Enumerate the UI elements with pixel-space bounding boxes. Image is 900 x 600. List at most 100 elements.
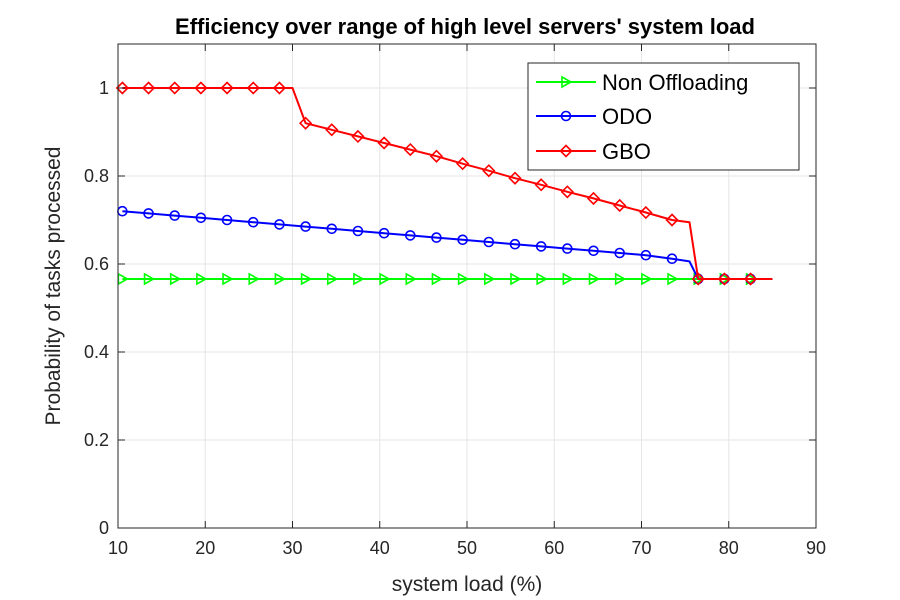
x-tick-label: 30: [282, 538, 302, 558]
data-point-odo: [195, 212, 207, 224]
data-point-gbo: [534, 178, 548, 192]
data-point-gbo: [586, 191, 601, 206]
y-tick-label: 0.4: [84, 342, 109, 362]
data-point-non-offloading: [562, 272, 574, 286]
data-point-gbo: [429, 149, 444, 163]
x-tick-label: 70: [631, 538, 651, 558]
legend-item-non-offloading: Non Offloading: [536, 70, 748, 95]
data-point-non-offloading: [431, 272, 444, 286]
x-tick-label: 50: [457, 538, 477, 558]
data-point-gbo: [665, 213, 679, 227]
data-point-gbo: [351, 129, 365, 144]
data-point-gbo: [194, 81, 208, 95]
ticks: 10 20 30 40 50 60 70 80 90 0 0.2 0.4 0.6 0.8 1: [84, 44, 826, 558]
data-point-non-offloading: [588, 272, 601, 286]
y-axis-label: Probability of tasks processed: [42, 147, 65, 426]
data-point-non-offloading: [300, 272, 313, 286]
data-point-non-offloading: [222, 272, 234, 286]
data-point-non-offloading: [274, 272, 287, 286]
data-point-gbo: [220, 81, 234, 95]
series-line-odo: [122, 210, 773, 280]
y-tick-label: 1: [99, 78, 109, 98]
series-line-gbo: [122, 87, 773, 280]
data-point-odo: [640, 249, 652, 261]
data-point-odo: [431, 232, 442, 243]
data-point-non-offloading: [405, 272, 417, 286]
data-point-non-offloading: [484, 272, 496, 286]
data-point-gbo: [508, 171, 522, 185]
data-point-non-offloading: [667, 272, 679, 286]
y-tick-label: 0.6: [84, 254, 109, 274]
y-tick-label: 0.2: [84, 430, 109, 450]
x-tick-label: 80: [719, 538, 739, 558]
data-point-non-offloading: [248, 272, 260, 286]
data-point-non-offloading: [353, 272, 365, 286]
data-point-odo: [483, 236, 495, 248]
data-point-gbo: [482, 164, 496, 178]
legend-item-odo: ODO: [536, 104, 652, 129]
data-point-gbo: [141, 81, 156, 95]
x-tick-label: 10: [108, 538, 128, 558]
data-point-gbo: [743, 272, 758, 286]
data-point-non-offloading: [510, 272, 522, 286]
x-tick-label: 60: [544, 538, 564, 558]
y-tick-label: 0.8: [84, 166, 109, 186]
data-point-odo: [562, 243, 573, 254]
data-point-odo: [535, 241, 547, 252]
legend-item-gbo: GBO: [536, 139, 651, 164]
data-point-odo: [274, 219, 285, 230]
data-point-non-offloading: [379, 272, 391, 286]
data-point-gbo: [403, 142, 417, 157]
data-point-odo: [221, 214, 233, 226]
data-point-gbo: [298, 116, 313, 130]
data-point-gbo: [272, 81, 287, 95]
legend-swatch-marker: [561, 75, 573, 89]
data-point-non-offloading: [641, 272, 653, 286]
data-point-non-offloading: [536, 272, 548, 286]
legend-label: GBO: [602, 139, 651, 164]
data-point-non-offloading: [326, 272, 339, 286]
data-point-odo: [588, 245, 599, 257]
legend-swatch-marker: [560, 110, 572, 122]
data-point-non-offloading: [169, 272, 182, 286]
data-point-gbo: [691, 272, 705, 286]
x-axis-label: system load (%): [392, 573, 543, 596]
data-point-gbo: [115, 81, 129, 95]
data-point-non-offloading: [196, 272, 208, 286]
x-tick-label: 20: [195, 538, 215, 558]
data-point-gbo: [639, 205, 653, 220]
data-point-odo: [404, 230, 416, 241]
data-point-odo: [300, 221, 311, 232]
data-point-gbo: [613, 198, 627, 213]
data-point-odo: [509, 238, 521, 250]
data-point-odo: [614, 247, 625, 259]
data-point-odo: [143, 208, 154, 219]
data-point-gbo: [325, 123, 339, 137]
data-point-gbo: [717, 272, 732, 286]
data-point-gbo: [246, 81, 260, 95]
y-tick-label: 0: [99, 518, 109, 538]
legend: Non Offloading ODO GBO: [527, 62, 800, 171]
legend-label: ODO: [602, 104, 652, 129]
data-point-non-offloading: [457, 272, 470, 286]
legend-swatch-marker: [559, 144, 573, 158]
data-point-gbo: [377, 136, 391, 150]
x-tick-label: 40: [370, 538, 390, 558]
data-point-gbo: [560, 185, 574, 199]
legend-label: Non Offloading: [602, 70, 748, 95]
data-point-odo: [326, 223, 338, 235]
data-point-odo: [352, 225, 364, 237]
chart-title: Efficiency over range of high level serv…: [175, 14, 755, 39]
series-odo: [117, 205, 773, 285]
data-point-non-offloading: [614, 272, 627, 286]
data-point-odo: [666, 253, 678, 265]
data-point-odo: [247, 216, 259, 228]
data-point-odo: [378, 227, 390, 239]
data-point-odo: [457, 234, 468, 246]
data-point-non-offloading: [143, 272, 156, 286]
data-point-gbo: [456, 157, 470, 171]
series-gbo: [115, 81, 773, 286]
x-tick-label: 90: [806, 538, 826, 558]
data-point-odo: [169, 210, 181, 221]
